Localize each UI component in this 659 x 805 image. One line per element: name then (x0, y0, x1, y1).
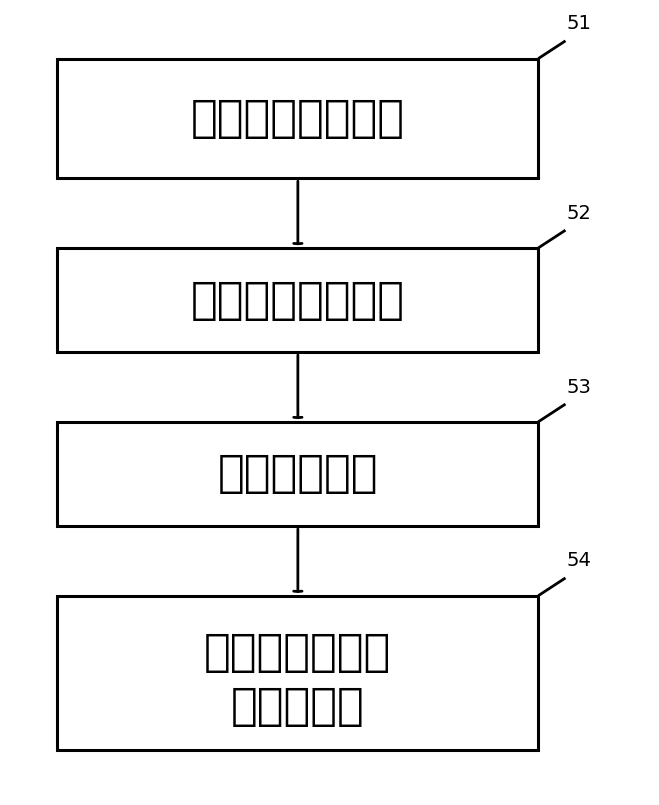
Bar (57, 596, 538, 750)
Text: 52: 52 (567, 204, 592, 223)
Bar (57, 422, 538, 526)
Text: 第一模数转换模块: 第一模数转换模块 (191, 279, 405, 322)
Text: 51: 51 (567, 14, 592, 33)
Bar (57, 59, 538, 179)
Text: 第一离差绝对值: 第一离差绝对值 (204, 631, 391, 675)
Bar (57, 248, 538, 353)
Text: 53: 53 (567, 378, 592, 397)
Text: 第一滤波放大模块: 第一滤波放大模块 (191, 97, 405, 140)
Text: 54: 54 (567, 551, 592, 571)
Text: 第一采样模块: 第一采样模块 (217, 452, 378, 496)
Text: 计算子模块: 计算子模块 (231, 686, 364, 729)
